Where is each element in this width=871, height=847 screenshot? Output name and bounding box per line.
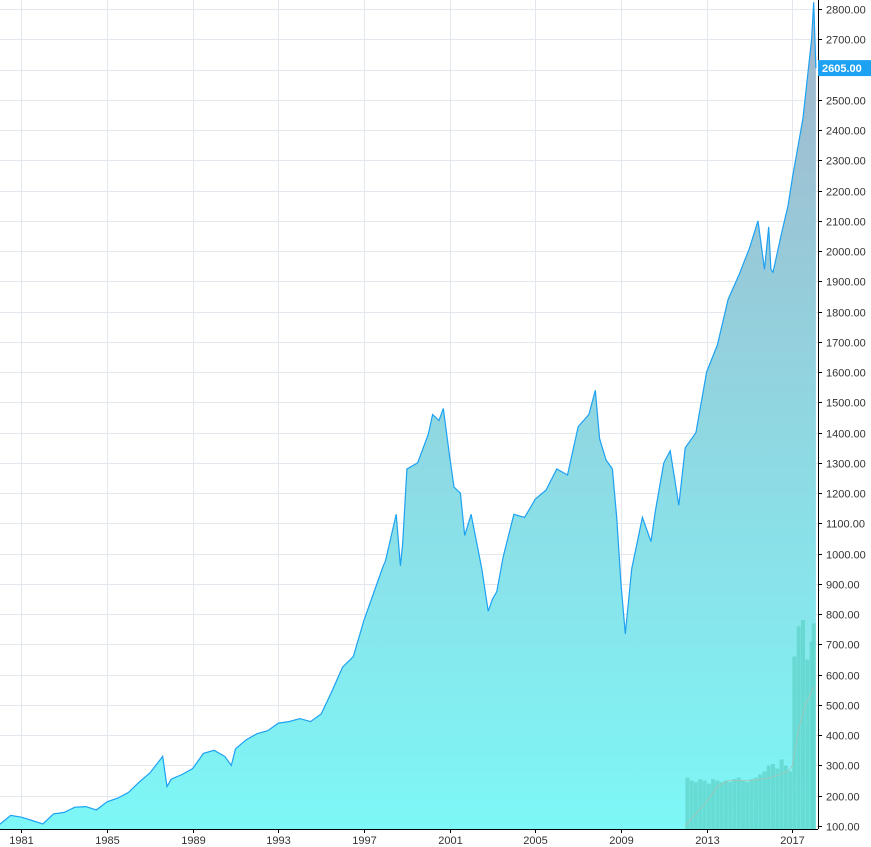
y-tick-label: 700.00: [826, 640, 860, 652]
y-tick-label: 1500.00: [826, 398, 866, 410]
y-tick-label: 1400.00: [826, 429, 866, 441]
x-tick-label: 1981: [9, 835, 33, 847]
volume-bar: [758, 774, 763, 829]
y-tick-label: 800.00: [826, 610, 860, 622]
volume-bar: [685, 777, 690, 829]
last-price-value: 2605.00: [822, 63, 862, 75]
x-tick-label: 2013: [695, 835, 719, 847]
y-tick-label: 1800.00: [826, 308, 866, 320]
volume-bar: [715, 780, 720, 829]
volume-bar: [753, 777, 758, 829]
volume-bar: [775, 768, 780, 829]
volume-bar: [732, 779, 737, 829]
volume-bar: [809, 641, 814, 829]
volume-bars: [685, 620, 816, 829]
y-tick-label: 200.00: [826, 792, 860, 804]
x-tick-label: 1993: [266, 835, 290, 847]
volume-bar: [711, 779, 716, 829]
volume-bar: [741, 780, 746, 829]
y-tick-label: 2400.00: [826, 126, 866, 138]
y-tick-label: 1900.00: [826, 277, 866, 289]
price-area: [0, 2, 816, 829]
volume-bar: [728, 782, 733, 829]
volume-bar: [811, 623, 816, 829]
volume-bar: [706, 783, 711, 829]
y-tick-label: 2200.00: [826, 187, 866, 199]
y-tick-label: 1000.00: [826, 550, 866, 562]
x-tick-label: 1997: [352, 835, 376, 847]
y-tick-label: 600.00: [826, 671, 860, 683]
x-tick-label: 2001: [438, 835, 462, 847]
volume-bar: [766, 765, 771, 829]
y-tick-label: 300.00: [826, 761, 860, 773]
y-tick-label: 500.00: [826, 701, 860, 713]
y-tick-label: 1300.00: [826, 459, 866, 471]
y-tick-label: 1100.00: [826, 519, 865, 531]
volume-bar: [762, 771, 767, 829]
volume-bar: [719, 782, 724, 829]
volume-bar: [771, 764, 775, 829]
y-tick-label: 900.00: [826, 580, 860, 592]
price-line: [0, 2, 817, 825]
y-axis[interactable]: 100.00 200.00 300.00 400.00 500.00 600.00 700.…: [818, 5, 866, 834]
volume-average-line: [684, 686, 815, 827]
y-tick-label: 1200.00: [826, 489, 866, 501]
y-tick-label: 2000.00: [826, 247, 866, 259]
volume-bar: [792, 656, 797, 829]
y-tick-label: 2100.00: [826, 217, 866, 229]
x-tick-label: 1989: [181, 835, 205, 847]
volume-bar: [801, 620, 805, 829]
last-price-label: 2605.00: [818, 60, 871, 77]
y-tick-label: 2800.00: [826, 5, 866, 17]
volume-bar: [805, 659, 810, 829]
volume-bar: [783, 765, 788, 829]
volume-bar: [723, 780, 728, 829]
y-tick-label: 400.00: [826, 731, 860, 743]
last-price-badge: [818, 60, 871, 77]
x-tick-label: 2017: [780, 835, 804, 847]
volume-bar: [698, 779, 703, 829]
volume-bar: [749, 779, 754, 829]
y-tick-label: 2500.00: [826, 96, 866, 108]
volume-bar: [693, 782, 698, 829]
x-tick-label: 2005: [523, 835, 547, 847]
volume-bar: [745, 782, 750, 829]
y-tick-label: 2300.00: [826, 156, 866, 168]
x-axis[interactable]: 1981 1985 1989 1993 1997 2001 2005 2009 2013 2017: [9, 829, 805, 847]
x-tick-label: 2009: [609, 835, 633, 847]
plot-area: [0, 2, 817, 829]
volume-bar: [788, 771, 793, 829]
x-tick-label: 1985: [95, 835, 119, 847]
y-tick-label: 1600.00: [826, 368, 866, 380]
volume-bar: [779, 759, 784, 829]
volume-bar: [689, 780, 694, 829]
volume-bar: [736, 777, 741, 829]
y-tick-label: 100.00: [826, 822, 860, 834]
y-tick-label: 1700.00: [826, 338, 866, 350]
y-tick-label: 2700.00: [826, 35, 866, 47]
